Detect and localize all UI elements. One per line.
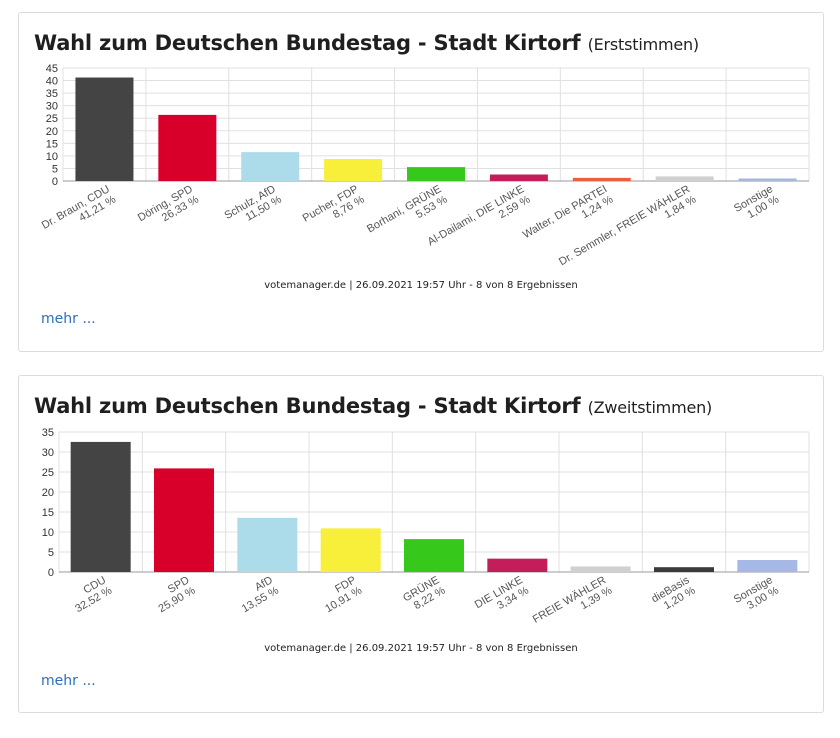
y-tick-label: 35 [42,427,54,439]
bar[interactable] [737,560,798,572]
bar[interactable] [489,174,548,181]
bar[interactable] [570,566,631,572]
y-tick-label: 45 [46,63,58,75]
y-tick-label: 5 [52,163,58,175]
chart-subtitle: (Zweitstimmen) [587,398,713,417]
bar[interactable] [655,176,714,181]
chart-subtitle: (Erststimmen) [587,35,700,54]
election-card-erststimmen: Wahl zum Deutschen Bundestag - Stadt Kir… [18,12,824,352]
y-tick-label: 15 [42,507,54,519]
bar[interactable] [154,468,214,572]
category-label: Dr. Semmler, FREIE WÄHLER [557,183,692,268]
bar[interactable] [158,114,217,181]
y-tick-label: 0 [52,176,58,188]
election-card-zweitstimmen: Wahl zum Deutschen Bundestag - Stadt Kir… [18,375,824,713]
y-tick-label: 10 [46,151,58,163]
more-link[interactable]: mehr ... [41,673,96,689]
chart-footnote: votemanager.de | 26.09.2021 19:57 Uhr - … [264,643,578,654]
bar[interactable] [237,517,298,572]
y-tick-label: 25 [42,467,54,479]
bar[interactable] [241,152,300,181]
bar[interactable] [404,539,464,572]
chart-title: Wahl zum Deutschen Bundestag - Stadt Kir… [34,394,713,418]
y-tick-label: 15 [46,138,58,150]
bar[interactable] [407,167,465,181]
more-link[interactable]: mehr ... [41,311,96,327]
bar[interactable] [320,528,381,572]
y-tick-label: 20 [42,487,54,499]
bar[interactable] [738,178,797,181]
bar[interactable] [75,77,134,181]
y-tick-label: 10 [42,527,54,539]
y-tick-label: 40 [46,76,58,88]
y-tick-label: 25 [46,113,58,125]
bar[interactable] [324,159,383,181]
bar[interactable] [654,567,714,572]
chart-title: Wahl zum Deutschen Bundestag - Stadt Kir… [34,31,699,55]
chart-footnote: votemanager.de | 26.09.2021 19:57 Uhr - … [264,280,578,291]
y-tick-label: 0 [48,567,54,579]
y-tick-label: 35 [46,88,58,100]
bar[interactable] [572,177,631,181]
bar[interactable] [70,441,131,572]
y-tick-label: 5 [48,547,54,559]
y-tick-label: 30 [46,101,58,113]
y-tick-label: 30 [42,447,54,459]
bar[interactable] [487,558,548,572]
y-tick-label: 20 [46,126,58,138]
